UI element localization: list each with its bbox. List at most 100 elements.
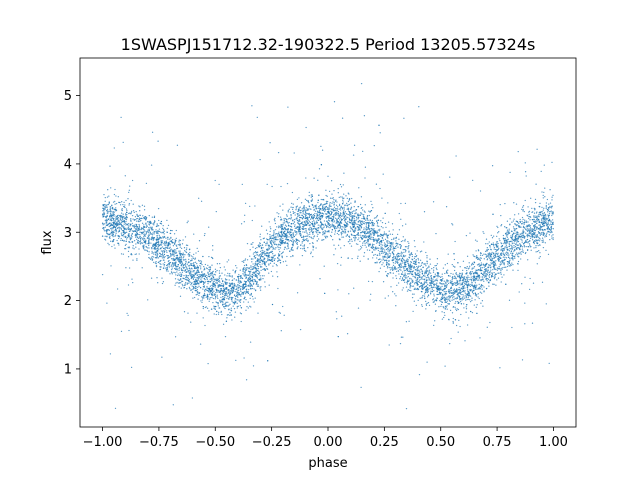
data-point bbox=[176, 268, 178, 270]
data-point bbox=[322, 227, 324, 229]
data-point bbox=[123, 223, 125, 225]
data-point bbox=[117, 214, 119, 217]
data-point bbox=[406, 273, 409, 275]
data-point bbox=[493, 246, 496, 249]
data-point bbox=[352, 154, 355, 156]
data-point bbox=[376, 225, 379, 227]
data-point bbox=[530, 197, 532, 199]
data-point bbox=[416, 283, 419, 286]
data-point bbox=[398, 273, 400, 275]
data-point bbox=[533, 216, 535, 218]
data-point bbox=[479, 254, 482, 256]
data-point bbox=[233, 307, 236, 310]
scatter-points bbox=[101, 82, 554, 410]
data-point bbox=[161, 251, 164, 253]
data-point bbox=[289, 234, 292, 237]
data-point bbox=[153, 231, 155, 233]
data-point bbox=[298, 215, 300, 217]
data-point bbox=[533, 232, 535, 234]
data-point bbox=[113, 147, 115, 149]
data-point bbox=[502, 250, 504, 252]
data-point bbox=[389, 245, 391, 247]
data-point bbox=[513, 242, 515, 244]
data-point bbox=[485, 238, 488, 240]
data-point bbox=[459, 300, 462, 303]
data-point bbox=[208, 291, 210, 293]
data-point bbox=[478, 288, 480, 290]
data-point bbox=[382, 239, 384, 241]
data-point bbox=[175, 267, 177, 269]
data-point bbox=[132, 245, 134, 247]
data-point bbox=[410, 278, 413, 280]
data-point bbox=[343, 208, 346, 210]
data-point bbox=[307, 209, 309, 211]
data-point bbox=[504, 266, 506, 269]
data-point bbox=[201, 271, 203, 274]
data-point bbox=[337, 244, 340, 246]
data-point bbox=[180, 258, 183, 260]
data-point bbox=[476, 240, 478, 242]
data-point bbox=[378, 234, 380, 237]
data-point bbox=[348, 213, 350, 216]
data-point bbox=[139, 231, 141, 233]
data-point bbox=[218, 183, 220, 186]
data-point bbox=[301, 208, 303, 210]
data-point bbox=[516, 247, 518, 249]
data-point bbox=[351, 214, 353, 217]
data-point bbox=[548, 228, 550, 231]
data-point bbox=[495, 260, 497, 262]
data-point bbox=[208, 255, 210, 258]
data-point bbox=[250, 294, 252, 296]
data-point bbox=[529, 237, 532, 240]
data-point bbox=[192, 270, 195, 272]
data-point bbox=[129, 239, 131, 241]
data-point bbox=[250, 265, 252, 267]
data-point bbox=[103, 223, 106, 225]
data-point bbox=[394, 260, 397, 262]
data-point bbox=[456, 273, 458, 276]
data-point bbox=[267, 257, 269, 259]
data-point bbox=[272, 246, 274, 248]
data-point bbox=[243, 357, 245, 359]
data-point bbox=[303, 220, 305, 223]
data-point bbox=[358, 187, 360, 189]
data-point bbox=[480, 272, 483, 275]
data-point bbox=[147, 236, 150, 238]
data-point bbox=[292, 238, 294, 240]
data-point bbox=[423, 211, 426, 213]
data-point bbox=[259, 242, 261, 244]
data-point bbox=[283, 217, 285, 220]
data-point bbox=[195, 294, 197, 296]
data-point bbox=[295, 227, 297, 230]
data-point bbox=[397, 242, 399, 245]
data-point bbox=[406, 269, 409, 272]
data-point bbox=[469, 300, 472, 303]
data-point bbox=[123, 201, 125, 204]
data-point bbox=[163, 263, 166, 266]
data-point bbox=[324, 208, 326, 210]
data-point bbox=[359, 221, 362, 224]
data-point bbox=[472, 272, 475, 274]
data-point bbox=[407, 279, 409, 281]
data-point bbox=[354, 240, 356, 242]
data-point bbox=[521, 359, 524, 361]
data-point bbox=[450, 282, 452, 285]
data-point bbox=[443, 296, 445, 298]
data-point bbox=[397, 267, 399, 269]
data-point bbox=[440, 280, 443, 282]
data-point bbox=[305, 221, 308, 223]
data-point bbox=[261, 249, 263, 251]
data-point bbox=[479, 285, 482, 287]
data-point bbox=[182, 285, 184, 287]
data-point bbox=[494, 261, 496, 263]
data-point bbox=[196, 293, 198, 296]
data-point bbox=[215, 313, 217, 316]
data-point bbox=[463, 277, 466, 279]
data-point bbox=[143, 224, 145, 226]
data-point bbox=[296, 231, 298, 233]
data-point bbox=[290, 217, 293, 219]
data-point bbox=[526, 235, 528, 237]
data-point bbox=[363, 235, 365, 237]
data-point bbox=[226, 304, 228, 307]
data-point bbox=[383, 265, 385, 268]
